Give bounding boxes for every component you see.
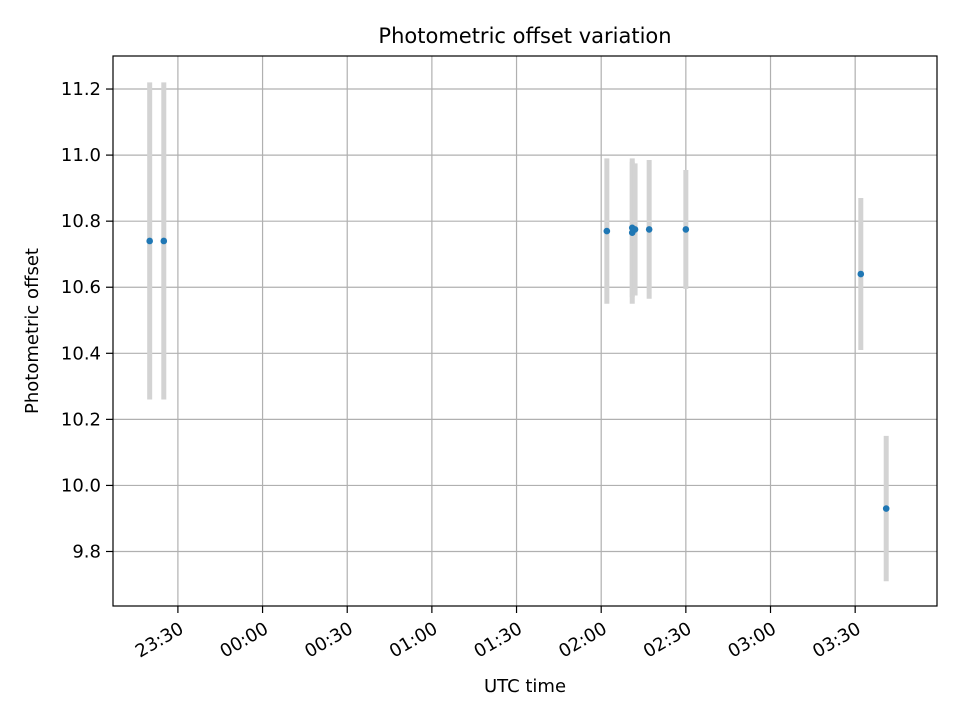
grid xyxy=(113,56,937,606)
data-point xyxy=(603,227,611,235)
y-tick-label: 10.6 xyxy=(61,277,101,298)
data-point xyxy=(645,226,653,233)
y-tick-label: 11.2 xyxy=(61,79,101,100)
y-tick-label: 9.8 xyxy=(72,541,101,562)
data-points xyxy=(146,224,890,512)
data-point xyxy=(857,270,865,278)
y-tick-label: 11.0 xyxy=(61,145,101,166)
plot-frame xyxy=(112,55,938,607)
y-tick-label: 10.2 xyxy=(61,409,101,430)
x-axis-label: UTC time xyxy=(484,676,566,697)
y-tick-label: 10.0 xyxy=(61,475,101,496)
data-point xyxy=(631,226,639,233)
data-point xyxy=(146,237,153,245)
chart-title: Photometric offset variation xyxy=(378,24,671,48)
y-axis-label: Photometric offset xyxy=(22,248,43,414)
y-tick-label: 10.4 xyxy=(61,343,101,364)
y-tick-label: 10.8 xyxy=(61,211,101,232)
data-point xyxy=(682,226,690,233)
data-point xyxy=(882,505,890,512)
data-point xyxy=(160,237,168,245)
y-axis-ticks: 9.8 10.0 10.2 10.4 10.6 10.8 11.0 11.2 xyxy=(61,79,113,562)
